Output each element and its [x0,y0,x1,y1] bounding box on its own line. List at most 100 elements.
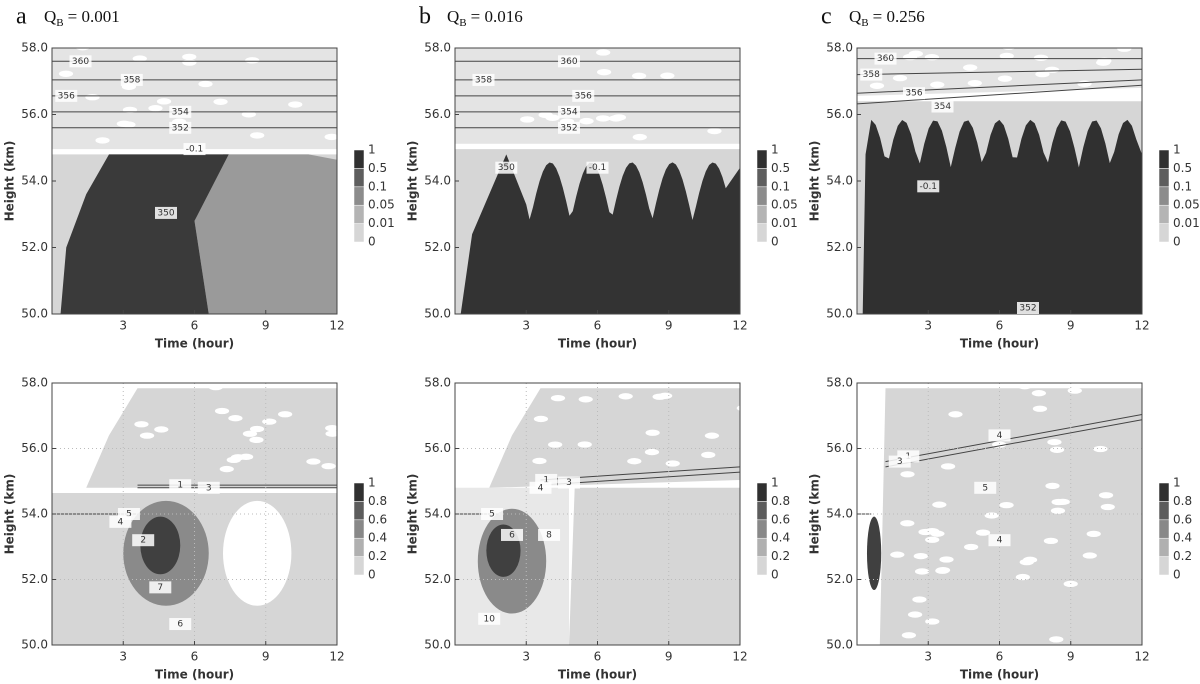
colorbar-box [353,537,365,557]
colorbar-label: 0.01 [771,216,798,230]
shaded-region [784,79,798,85]
shaded-region [632,133,647,141]
contour-label-bg [558,55,580,68]
contour-label: 354 [560,107,577,117]
contour-label: 1 [543,475,549,485]
shaded-region [568,361,582,367]
y-tick-label: 52.0 [826,240,853,254]
shaded-region [325,430,337,437]
shaded-region [121,121,136,128]
panel: 3 6 9 12 50.0 52.0 54.0 56.0 58.0 Time (hour) Heig… [3,0,395,351]
shaded-region [95,137,110,144]
contour-label-bg [501,528,523,541]
shaded-region [1052,19,1066,25]
contour-label: 6 [177,620,183,630]
title-sub: B [861,17,868,29]
contour-label-bg [572,89,595,102]
shaded-region [460,154,740,314]
panel-title: QB = 0.016 [447,7,523,29]
shaded-region [999,52,1014,60]
colorbar-box [1158,519,1170,539]
shaded-region [213,98,228,105]
contour-label-bg [538,528,561,541]
shaded-region [1002,17,1016,23]
shaded-region [156,98,172,105]
shaded-region [601,373,615,379]
contour-line [857,84,1142,105]
contour-label: -0.1 [919,182,937,192]
shaded-region [223,500,292,606]
plot-frame [51,47,338,315]
x-tick-label: 9 [262,319,270,333]
colorbar-label: 1 [771,476,779,490]
colorbar-box [353,223,365,243]
contour-label-bg [478,612,501,625]
y-tick-label: 56.0 [826,107,853,121]
shaded-region [217,0,231,3]
colorbar-box [756,223,768,243]
contour-line [885,419,1142,468]
shaded-region [1033,54,1049,61]
shaded-region [1055,498,1070,505]
shaded-region [233,383,248,388]
colorbar-box [353,501,365,521]
shaded-region [707,356,721,362]
panel-label: a [16,4,27,30]
x-tick-label: 6 [594,650,602,664]
y-tick-label: 50.0 [826,638,853,652]
contour-label: 358 [863,70,880,80]
contour-label: 356 [58,91,75,101]
shaded-region [139,432,155,439]
x-tick-label: 3 [119,319,127,333]
shaded-region [278,411,293,418]
colorbar-label: 0 [1173,235,1181,249]
x-tick-label: 6 [996,319,1004,333]
shaded-region [564,373,578,379]
y-tick-label: 58.0 [826,41,853,55]
x-tick-label: 12 [732,650,747,664]
contour-label-bg [120,73,143,86]
colorbar-label: 0.1 [1173,179,1192,193]
shaded-region [660,72,675,79]
contour-label: 5 [126,510,132,520]
panel: 3 6 9 12 50.0 52.0 54.0 56.0 58.0 Time (hour) Heig… [808,376,1193,682]
contour-label: 3 [566,478,572,488]
shaded-region [704,432,720,439]
contour-label: 8 [546,530,552,540]
contour-label-bg [988,429,1011,442]
shaded-region [1077,80,1092,87]
x-axis-label: Time (hour) [558,337,637,351]
colorbar-label: 0 [368,568,376,582]
x-tick-label: 9 [1067,650,1075,664]
shaded-region [1117,48,1132,52]
panel-title: QB = 0.256 [849,7,925,29]
y-axis-label: Height (km) [808,474,822,555]
shaded-region [604,315,618,321]
shaded-region [1093,445,1108,453]
shaded-region [152,325,166,331]
shaded-region [96,38,110,44]
shaded-region [1086,530,1101,538]
y-tick-label: 56.0 [21,441,48,455]
shaded-region [545,114,560,121]
x-tick-label: 3 [924,650,932,664]
contour-label-bg [169,618,192,631]
shaded-region [689,376,703,382]
shaded-region [918,528,933,536]
contour-label: 1 [177,481,183,491]
colorbar-box [1158,537,1170,557]
shaded-region [634,327,648,333]
shaded-region [228,415,243,422]
colorbar-label: 0.05 [368,198,395,212]
contour-label-bg [183,143,206,156]
panel: 3 6 9 12 50.0 52.0 54.0 56.0 58.0 Time (hour) Heig… [406,4,798,351]
x-axis-label: Time (hour) [960,668,1039,682]
contour-label: 5 [489,510,495,520]
shaded-region [351,375,365,381]
colorbar-label: 0.6 [368,512,387,526]
shaded-region [608,115,624,122]
y-tick-label: 58.0 [826,376,853,390]
shaded-region [201,28,215,34]
y-tick-label: 52.0 [826,572,853,586]
y-tick-label: 52.0 [424,240,451,254]
